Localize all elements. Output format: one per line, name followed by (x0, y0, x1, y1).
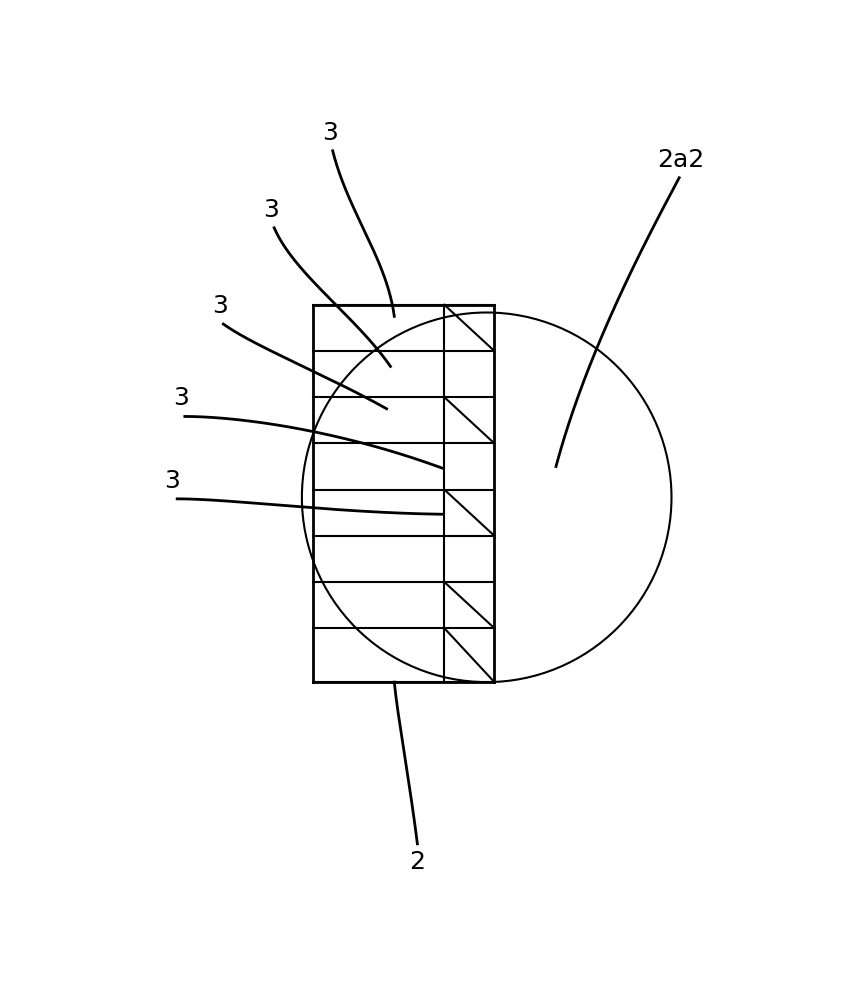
Text: 3: 3 (212, 294, 228, 318)
Text: 2a2: 2a2 (657, 148, 704, 172)
Text: 3: 3 (322, 121, 337, 145)
Text: 3: 3 (173, 386, 189, 410)
Text: 3: 3 (263, 198, 279, 222)
Text: 2: 2 (409, 850, 426, 874)
Text: 3: 3 (165, 469, 180, 493)
